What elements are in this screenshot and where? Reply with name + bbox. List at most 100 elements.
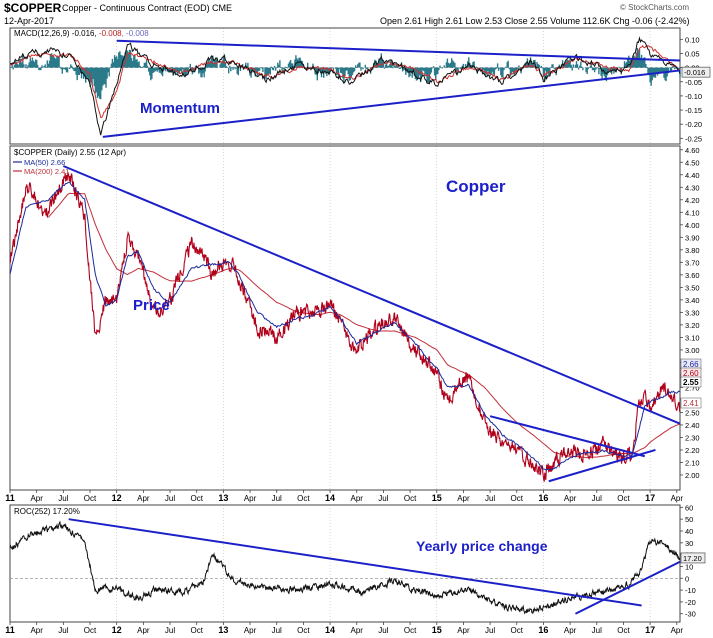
roc-legend: ROC(252) 17.20% [14,507,80,516]
ma200-legend: MA(200) 2.41 [24,167,69,176]
x-tick-label: Jul [272,626,282,635]
roc-tick-label: 30 [685,539,693,548]
price-tick-label: 4.30 [685,183,700,192]
roc-annotation: Yearly price change [416,538,548,554]
x-tick-label: Oct [404,494,417,503]
roc-last-value: 17.20 [683,554,702,563]
macd-tick-label: -0.15 [685,106,702,115]
x-tick-label: Oct [404,626,417,635]
price-tick-label: 4.60 [685,146,700,155]
macd-legend: MACD(12,26,9) -0.016, -0.008, -0.008 [14,29,149,38]
x-tick-label: Apr [457,494,470,503]
x-tick-label: Oct [297,626,310,635]
chart-date: 12-Apr-2017 [4,16,55,26]
x-tick-label: Jul [378,626,388,635]
x-tick-label: Jul [165,494,175,503]
price-line [9,171,681,482]
price-tick-label: 2.70 [685,383,700,392]
x-tick-label: 11 [5,493,15,503]
x-tick-label: 15 [432,625,442,635]
macd-annotation: Momentum [140,100,220,117]
price-tick-label: 3.70 [685,258,700,267]
price-tick-label: 2.40 [685,421,700,430]
price-tick-label: 3.90 [685,233,700,242]
macd-trendline [116,39,681,62]
x-tick-label: 12 [112,625,122,635]
price-last-value: 2.41 [683,399,699,408]
x-tick-label: 13 [218,493,228,503]
price-tick-label: 2.20 [685,446,700,455]
x-tick-label: Oct [190,626,203,635]
chart-name: Copper - Continuous Contract (EOD) CME [62,3,233,13]
price-tick-label: 3.30 [685,308,700,317]
price-trendline [548,449,656,483]
x-tick-label: Apr [671,494,684,503]
macd-tick-label: -0.25 [685,134,702,143]
chart-quote: Open 2.61 High 2.61 Low 2.53 Close 2.55 … [380,16,690,26]
x-tick-label: Jul [272,494,282,503]
macd-trendline [102,69,681,138]
x-tick-label: 17 [645,493,655,503]
price-last-value: 2.60 [683,369,699,378]
roc-tick-label: -20 [685,598,696,607]
price-tick-label: 4.10 [685,208,700,217]
price-last-value: 2.66 [683,360,699,369]
x-tick-label: Apr [244,626,257,635]
x-tick-label: 15 [432,493,442,503]
x-tick-label: Jul [485,494,495,503]
x-tick-label: Jul [485,626,495,635]
x-tick-label: 14 [325,493,335,503]
macd-tick-label: -0.05 [685,78,702,87]
macd-signal-line [9,44,681,119]
price-tick-label: 3.20 [685,321,700,330]
price-tick-label: 3.80 [685,246,700,255]
macd-value-tag [681,66,711,78]
x-tick-label: Apr [30,626,43,635]
x-tick-label: Jul [58,626,68,635]
x-tick-label: Apr [351,494,364,503]
roc-tick-label: -10 [685,586,696,595]
price-tick-label: 3.60 [685,271,700,280]
x-tick-label: Oct [511,626,524,635]
x-tick-label: Oct [617,494,630,503]
roc-tick-label: 60 [685,503,693,512]
x-tick-label: Oct [84,494,97,503]
x-tick-label: 16 [538,493,548,503]
x-tick-label: 12 [112,493,122,503]
ma50-line [9,181,681,471]
roc-tick-label: 0 [685,574,689,583]
x-tick-label: Jul [592,626,602,635]
price-tick-label: 3.50 [685,283,700,292]
price-tick-label: 2.50 [685,408,700,417]
roc-tick-label: 40 [685,527,693,536]
price-tick-label: 4.00 [685,221,700,230]
roc-trendline [68,518,642,607]
x-tick-label: Jul [378,494,388,503]
x-tick-label: Oct [511,494,524,503]
price-tick-label: 3.40 [685,296,700,305]
x-tick-label: Apr [30,494,43,503]
roc-panel [9,504,681,623]
x-tick-label: Oct [617,626,630,635]
x-tick-label: Apr [244,494,257,503]
price-tick-label: 2.00 [685,471,700,480]
x-tick-label: 14 [325,625,335,635]
x-tick-label: Apr [457,626,470,635]
chart-symbol: $COPPER [4,1,62,15]
macd-tick-label: -0.10 [685,92,702,101]
price-legend-title: $COPPER (Daily) 2.55 (12 Apr) [14,148,126,157]
ma200-line [48,192,681,459]
price-trendline [62,165,681,425]
x-tick-label: Jul [592,494,602,503]
roc-trendline [575,560,681,615]
roc-tick-label: -30 [685,610,696,619]
price-annotation-title: Copper [446,177,506,196]
x-tick-label: Oct [84,626,97,635]
price-tick-label: 3.10 [685,333,700,342]
roc-tick-label: 50 [685,515,693,524]
price-tick-label: 3.00 [685,346,700,355]
price-tick-label: 4.50 [685,158,700,167]
x-tick-label: Apr [137,494,150,503]
x-tick-label: 17 [645,625,655,635]
